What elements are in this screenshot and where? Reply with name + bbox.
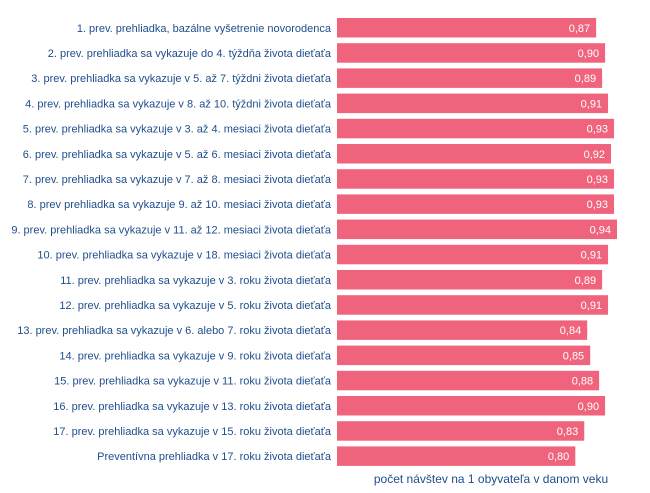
category-label: 10. prev. prehliadka sa vykazuje v 18. m… bbox=[37, 250, 331, 262]
bar bbox=[337, 144, 612, 164]
category-label: Preventívna prehliadka v 17. roku života… bbox=[97, 451, 332, 463]
bar bbox=[337, 219, 617, 240]
x-axis-title: počet návštev na 1 obyvateľa v danom vek… bbox=[374, 472, 608, 486]
category-label: 5. prev. prehliadka sa vykazuje v 3. až … bbox=[23, 124, 332, 136]
bar bbox=[337, 118, 615, 139]
value-label: 0,87 bbox=[569, 23, 590, 35]
bar bbox=[337, 244, 609, 265]
bar bbox=[337, 320, 588, 340]
bar bbox=[337, 396, 606, 416]
value-label: 0,80 bbox=[548, 451, 569, 463]
category-label: 7. prev. prehliadka sa vykazuje v 7. až … bbox=[23, 174, 332, 186]
category-label: 3. prev. prehliadka sa vykazuje v 5. až … bbox=[31, 73, 332, 85]
value-label: 0,93 bbox=[587, 124, 608, 136]
category-label: 17. prev. prehliadka sa vykazuje v 15. r… bbox=[53, 426, 332, 438]
bar bbox=[337, 370, 600, 391]
value-label: 0,93 bbox=[587, 199, 608, 211]
value-label: 0,84 bbox=[560, 325, 581, 337]
category-label: 11. prev. prehliadka sa vykazuje v 3. ro… bbox=[60, 275, 332, 287]
value-labels-group: 0,87 0,90 0,89 0,91 0,93 0,92 0,93 0,93 0,94 0,91… bbox=[548, 23, 611, 463]
bar bbox=[337, 270, 603, 290]
value-label: 0,89 bbox=[575, 73, 596, 85]
category-label: 1. prev. prehliadka, bazálne vyšetrenie … bbox=[77, 23, 332, 35]
category-labels-group: 1. prev. prehliadka, bazálne vyšetrenie … bbox=[11, 23, 332, 463]
category-label: 2. prev. prehliadka sa vykazuje do 4. tý… bbox=[48, 48, 332, 60]
category-label: 15. prev. prehliadka sa vykazuje v 11. r… bbox=[54, 376, 332, 388]
value-label: 0,90 bbox=[578, 401, 599, 413]
bar bbox=[337, 68, 603, 88]
value-label: 0,90 bbox=[578, 48, 599, 60]
bar bbox=[337, 421, 585, 441]
value-label: 0,91 bbox=[581, 98, 602, 110]
bar bbox=[337, 43, 606, 63]
category-label: 4. prev. prehliadka sa vykazuje v 8. až … bbox=[25, 98, 332, 110]
bar bbox=[337, 345, 591, 366]
value-label: 0,92 bbox=[584, 149, 605, 161]
bar bbox=[337, 18, 597, 38]
value-label: 0,89 bbox=[575, 275, 596, 287]
value-label: 0,83 bbox=[557, 426, 578, 438]
bar bbox=[337, 446, 576, 466]
category-label: 14. prev. prehliadka sa vykazuje v 9. ro… bbox=[59, 350, 331, 362]
value-label: 0,88 bbox=[572, 376, 593, 388]
bar bbox=[337, 93, 609, 114]
value-label: 0,91 bbox=[581, 250, 602, 262]
category-label: 13. prev. prehliadka sa vykazuje v 6. al… bbox=[17, 325, 332, 337]
bar bbox=[337, 194, 615, 214]
bar bbox=[337, 295, 609, 315]
value-label: 0,91 bbox=[581, 300, 602, 312]
value-label: 0,94 bbox=[590, 224, 611, 236]
value-label: 0,93 bbox=[587, 174, 608, 186]
category-label: 9. prev. prehliadka sa vykazuje v 11. až… bbox=[11, 224, 332, 236]
category-label: 16. prev. prehliadka sa vykazuje v 13. r… bbox=[53, 401, 332, 413]
value-label: 0,85 bbox=[563, 350, 584, 362]
category-label: 8. prev prehliadka sa vykazuje 9. až 10.… bbox=[27, 199, 331, 211]
bars-group bbox=[337, 18, 617, 466]
category-label: 6. prev. prehliadka sa vykazuje v 5. až … bbox=[23, 149, 332, 161]
category-label: 12. prev. prehliadka sa vykazuje v 5. ro… bbox=[59, 300, 331, 312]
bar bbox=[337, 169, 615, 189]
